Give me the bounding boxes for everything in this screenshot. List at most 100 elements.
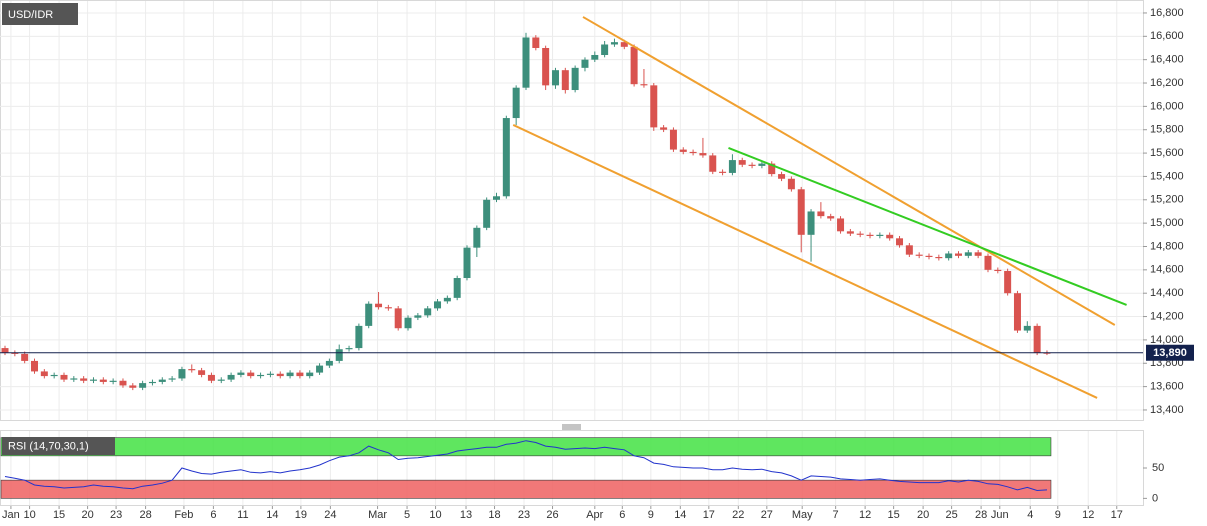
candle-body: [945, 253, 953, 259]
candle-body: [237, 372, 245, 375]
candle-body: [325, 360, 333, 366]
x-tick-label: 10: [23, 509, 35, 521]
x-tick-label: Apr: [586, 509, 603, 521]
candle-body: [866, 234, 874, 236]
x-tick-label: Jun: [991, 509, 1009, 521]
candle-body: [532, 37, 540, 48]
candle-body: [581, 59, 589, 68]
candle-body: [797, 189, 805, 235]
x-tick-label: 15: [887, 509, 899, 521]
y-tick-label: 50: [1152, 462, 1164, 474]
candle-body: [738, 160, 746, 165]
candle-body: [601, 44, 609, 55]
x-tick-label: Feb: [174, 509, 193, 521]
candle-body: [542, 47, 550, 86]
x-tick-label: 18: [488, 509, 500, 521]
candle-body: [443, 297, 451, 302]
x-tick-label: 20: [81, 509, 93, 521]
candle-body: [31, 360, 39, 372]
x-tick-label: Mar: [368, 509, 387, 521]
x-tick-label: 17: [703, 509, 715, 521]
candle-body: [247, 372, 255, 377]
candle-body: [630, 46, 638, 85]
candle-body: [463, 247, 471, 279]
y-tick-label: 15,400: [1150, 170, 1184, 182]
candle-body: [492, 196, 500, 200]
candle-body: [905, 245, 913, 255]
y-tick-label: 16,000: [1150, 100, 1184, 112]
candle-body: [257, 374, 265, 377]
candle-body: [837, 218, 845, 232]
candle-body: [365, 303, 373, 326]
candle-body: [414, 315, 422, 318]
candle-body: [728, 160, 736, 173]
candle-body: [40, 371, 48, 377]
candle-body: [11, 352, 19, 354]
y-tick-label: 14,400: [1150, 287, 1184, 299]
candle-body: [935, 256, 943, 259]
candle-body: [89, 379, 97, 381]
candle-body: [316, 365, 324, 373]
x-tick-label: 5: [404, 509, 410, 521]
y-tick-label: 16,400: [1150, 54, 1184, 66]
candle-body: [207, 374, 215, 381]
indicator-box: [2, 437, 115, 455]
grid-layer: [0, 1, 1147, 509]
x-tick-label: 6: [619, 509, 625, 521]
x-tick-label: 15: [53, 509, 65, 521]
candle-body: [964, 252, 972, 256]
candle-body: [50, 374, 58, 377]
trend-line: [582, 16, 1116, 326]
x-tick-label: 9: [1055, 509, 1061, 521]
marks-layer: [0, 16, 1143, 492]
x-tick-label: 13: [460, 509, 472, 521]
candle-body: [778, 174, 786, 179]
y-tick-label: 13,400: [1150, 404, 1184, 416]
candle-body: [620, 42, 628, 47]
candle-body: [227, 374, 235, 380]
y-tick-label: 14,600: [1150, 264, 1184, 276]
candle-body: [709, 155, 717, 172]
y-tick-label: 14,800: [1150, 240, 1184, 252]
candle-body: [375, 303, 383, 308]
candle-body: [610, 42, 618, 45]
candle-body: [434, 301, 442, 309]
candle-body: [473, 227, 481, 248]
y-tick-label: 15,000: [1150, 217, 1184, 229]
candle-body: [591, 54, 599, 60]
x-tick-label: May: [792, 509, 813, 521]
indicator-title: RSI (14,70,30,1): [8, 440, 89, 452]
candle-body: [640, 84, 648, 86]
candle-body: [925, 255, 933, 257]
candle-body: [178, 369, 186, 379]
panel-resize-handle[interactable]: [562, 424, 581, 430]
candle-body: [502, 118, 510, 197]
x-tick-label: 14: [266, 509, 278, 521]
candle-body: [424, 308, 432, 316]
candle-body: [158, 379, 166, 382]
candle-body: [70, 378, 78, 380]
x-tick-label: 7: [833, 509, 839, 521]
x-tick-label: Jan: [2, 509, 20, 521]
y-tick-label: 14,200: [1150, 310, 1184, 322]
candle-body: [551, 70, 559, 86]
candle-body: [1023, 325, 1031, 331]
x-tick-label: 12: [1082, 509, 1094, 521]
y-tick-label: 15,200: [1150, 194, 1184, 206]
candle-body: [266, 373, 274, 375]
candle-body: [139, 383, 147, 388]
candle-body: [109, 380, 117, 382]
candle-body: [699, 153, 707, 156]
candle-body: [129, 385, 137, 388]
candle-body: [198, 370, 206, 375]
candle-body: [876, 234, 884, 236]
candle-body: [119, 380, 127, 386]
candle-body: [188, 369, 196, 371]
candle-body: [679, 149, 687, 152]
candle-body: [719, 171, 727, 173]
candle-body: [276, 373, 284, 377]
x-tick-label: 26: [546, 509, 558, 521]
y-tick-label: 16,600: [1150, 30, 1184, 42]
candle-body: [148, 381, 156, 384]
